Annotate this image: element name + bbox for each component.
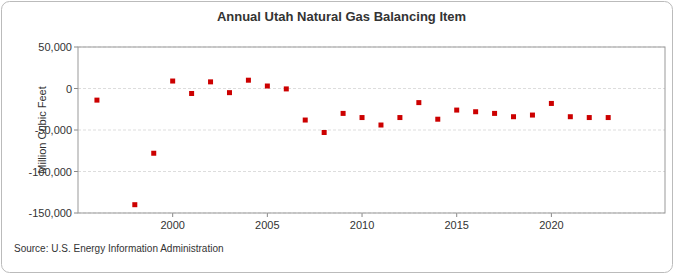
point — [94, 98, 99, 103]
point — [416, 100, 421, 105]
point — [151, 151, 156, 156]
point — [568, 114, 573, 119]
y-tick-label: 50,000 — [38, 41, 72, 53]
tick — [267, 213, 268, 217]
source: Source: U.S. Energy Information Administ… — [14, 243, 224, 254]
point — [208, 79, 213, 84]
point — [549, 101, 554, 106]
tick — [74, 88, 78, 89]
point — [473, 109, 478, 114]
title: Annual Utah Natural Gas Balancing Item — [217, 9, 466, 24]
point — [511, 114, 516, 119]
point — [189, 91, 194, 96]
point — [435, 117, 440, 122]
plot-frame — [78, 47, 665, 213]
point — [606, 115, 611, 120]
point — [360, 115, 365, 120]
point — [492, 111, 497, 116]
point — [397, 115, 402, 120]
grid-line — [78, 88, 665, 89]
point — [303, 118, 308, 123]
point — [378, 123, 383, 128]
point — [454, 108, 459, 113]
border — [2, 2, 673, 273]
tick — [172, 213, 173, 217]
y-tick-label: -150,000 — [29, 207, 72, 219]
point — [587, 115, 592, 120]
grid-line — [78, 130, 665, 131]
point — [227, 90, 232, 95]
tick — [456, 213, 457, 217]
x-tick-label: 2015 — [444, 219, 468, 231]
tick — [74, 171, 78, 172]
y-tick-label: 0 — [66, 83, 72, 95]
point — [341, 111, 346, 116]
point — [530, 113, 535, 118]
x-tick-label: 2020 — [539, 219, 563, 231]
x-tick-label: 2010 — [350, 219, 374, 231]
grid-line — [78, 171, 665, 172]
points — [94, 78, 610, 208]
y-axis-label: Million Cubic Feet — [36, 86, 48, 173]
x-tick-label: 2000 — [160, 219, 184, 231]
point — [246, 78, 251, 83]
chart: Annual Utah Natural Gas Balancing Item -1… — [0, 0, 675, 275]
tick — [74, 213, 78, 214]
tick — [74, 47, 78, 48]
point — [170, 79, 175, 84]
tick — [74, 130, 78, 131]
tick — [362, 213, 363, 217]
point — [265, 84, 270, 89]
point — [322, 130, 327, 135]
point — [132, 202, 137, 207]
point — [284, 86, 289, 91]
tick — [551, 213, 552, 217]
x-tick-label: 2005 — [255, 219, 279, 231]
